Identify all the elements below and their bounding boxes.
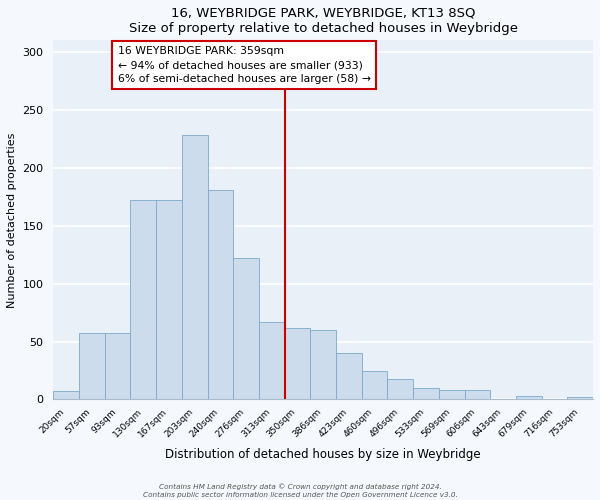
Bar (336, 353, 362, 400)
Bar (439, 390, 464, 400)
Bar (310, 330, 336, 400)
Bar (79, 334, 105, 400)
Title: 16, WEYBRIDGE PARK, WEYBRIDGE, KT13 8SQ
Size of property relative to detached ho: 16, WEYBRIDGE PARK, WEYBRIDGE, KT13 8SQ … (129, 7, 518, 35)
Bar (259, 322, 284, 400)
Bar (388, 378, 413, 400)
Bar (156, 200, 182, 400)
Bar (362, 370, 388, 400)
Bar (233, 258, 259, 400)
Bar (208, 190, 233, 400)
Bar (105, 334, 130, 400)
Bar (53, 392, 79, 400)
Bar (464, 390, 490, 400)
Bar (516, 396, 542, 400)
Text: Contains HM Land Registry data © Crown copyright and database right 2024.
Contai: Contains HM Land Registry data © Crown c… (143, 484, 457, 498)
Bar (284, 328, 310, 400)
Text: 16 WEYBRIDGE PARK: 359sqm
← 94% of detached houses are smaller (933)
6% of semi-: 16 WEYBRIDGE PARK: 359sqm ← 94% of detac… (118, 46, 371, 84)
X-axis label: Distribution of detached houses by size in Weybridge: Distribution of detached houses by size … (166, 448, 481, 460)
Y-axis label: Number of detached properties: Number of detached properties (7, 132, 17, 308)
Bar (130, 200, 156, 400)
Bar (568, 397, 593, 400)
Bar (413, 388, 439, 400)
Bar (182, 136, 208, 400)
